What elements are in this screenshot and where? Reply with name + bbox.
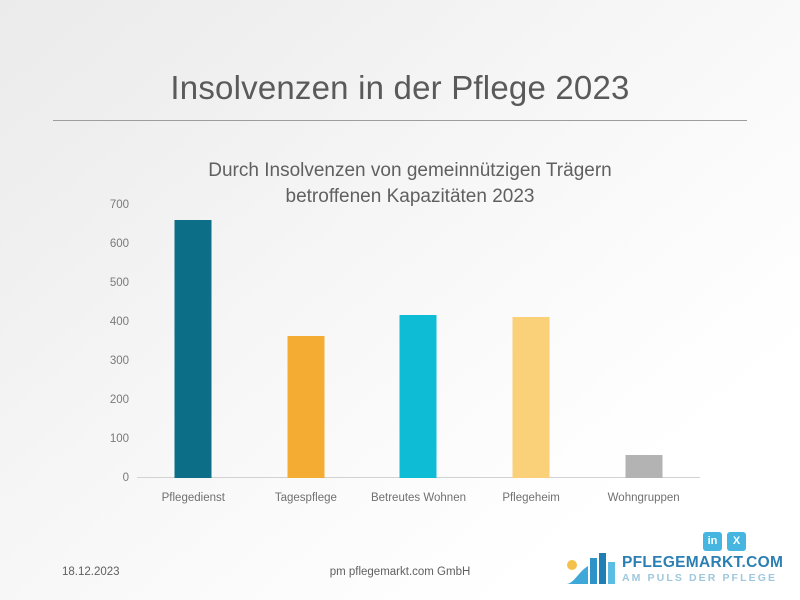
- x-axis-tick-label: Pflegedienst: [161, 492, 225, 504]
- linkedin-icon[interactable]: in: [703, 532, 722, 551]
- bar[interactable]: [399, 314, 437, 478]
- y-axis-tick-label: 0: [122, 472, 129, 484]
- bar[interactable]: [287, 335, 325, 478]
- pflegemarkt-logo: in X PFLEGEMARKT.COM AM PULS DER PFLEGE: [558, 532, 783, 588]
- bar[interactable]: [625, 454, 663, 478]
- footer-company: pm pflegemarkt.com GmbH: [329, 566, 471, 578]
- footer-date: 18.12.2023: [62, 566, 120, 578]
- bar-slot: [362, 205, 475, 478]
- logo-tagline: AM PULS DER PFLEGE: [622, 572, 778, 584]
- plot-area: 0 100 200 300 400 500 600 700 Pflegedienst Tages…: [110, 199, 700, 504]
- y-axis-tick-label: 300: [109, 355, 129, 367]
- logo-text: PFLEGEMARKT.COM AM PULS DER PFLEGE: [622, 554, 783, 585]
- y-axis-tick-label: 600: [109, 238, 129, 250]
- bar-slot: [137, 205, 250, 478]
- title-divider: [53, 120, 747, 121]
- bar[interactable]: [174, 219, 212, 478]
- x-axis-tick-label: Betreutes Wohnen: [370, 492, 466, 504]
- logo-name: PFLEGEMARKT.COM: [622, 554, 784, 571]
- chart-title-line-2: betroffenen Kapazitäten 2023: [285, 186, 535, 207]
- y-axis-tick-label: 500: [109, 277, 129, 289]
- bar-slot: [587, 205, 700, 478]
- chart-title: Durch Insolvenzen von gemeinnützigen Trä…: [130, 158, 690, 210]
- logo-mark-icon: [566, 553, 615, 584]
- x-axis-labels: Pflegedienst Tagespflege Betreutes Wohnen P…: [137, 482, 700, 504]
- page-title: Insolvenzen in der Pflege 2023: [170, 69, 630, 106]
- chart-title-line-1: Durch Insolvenzen von gemeinnützigen Trä…: [208, 160, 612, 181]
- y-axis-tick-label: 200: [109, 394, 129, 406]
- y-axis-tick-label: 700: [109, 199, 129, 211]
- social-links: in X: [703, 532, 746, 551]
- x-axis-tick-label: Pflegeheim: [502, 492, 560, 504]
- bar[interactable]: [512, 316, 550, 478]
- x-axis-tick-label: Wohngruppen: [607, 492, 680, 504]
- x-axis-tick-label: Tagespflege: [274, 492, 337, 504]
- bar-chart: Durch Insolvenzen von gemeinnützigen Trä…: [0, 150, 800, 510]
- bar-slot: [250, 205, 363, 478]
- bar-slot: [475, 205, 588, 478]
- y-axis-tick-label: 100: [109, 433, 129, 445]
- xing-icon[interactable]: X: [727, 532, 746, 551]
- y-axis-tick-label: 400: [109, 316, 129, 328]
